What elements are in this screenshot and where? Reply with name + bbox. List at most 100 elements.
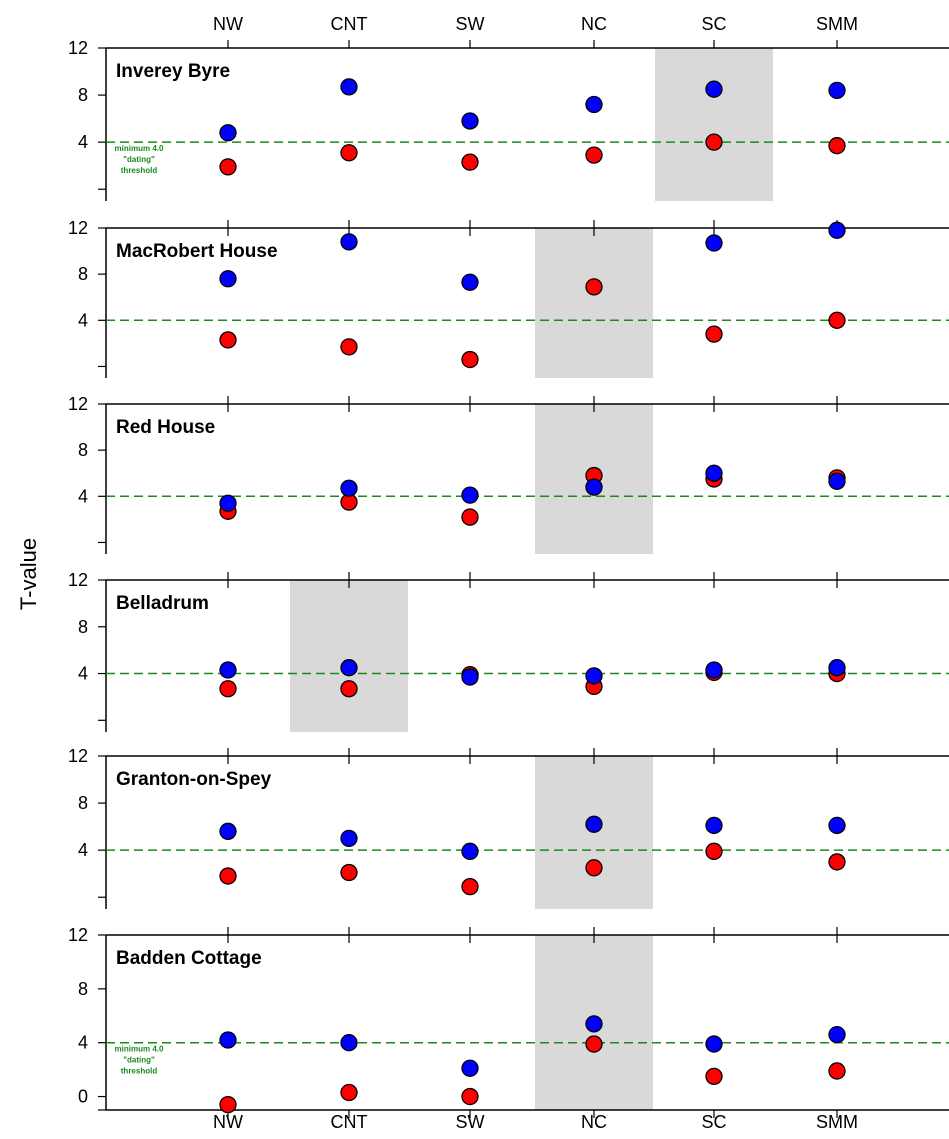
panel-title: MacRobert House — [116, 241, 278, 262]
red-point-nw — [219, 331, 237, 349]
blue-point-smm — [828, 1025, 846, 1044]
y-tick-label: 4 — [78, 310, 88, 330]
highlight-band — [655, 48, 773, 201]
panel-belladrum: 4 8 12 Belladrum — [68, 570, 949, 732]
red-point-smm — [828, 1062, 846, 1080]
panel-title: Granton-on-Spey — [116, 769, 272, 790]
panel-title: Inverey Byre — [116, 61, 230, 82]
blue-point-sw — [461, 668, 479, 686]
red-point-sc — [705, 325, 723, 343]
red-point-sw — [461, 350, 479, 369]
red-point-nw — [219, 158, 237, 176]
bottom-category-label-cnt: CNT — [331, 1112, 368, 1132]
red-point-smm — [828, 137, 846, 155]
y-tick-label: 8 — [78, 85, 88, 105]
bottom-category-label-nc: NC — [581, 1112, 607, 1132]
y-tick-label: 12 — [68, 925, 88, 945]
blue-point-cnt — [340, 659, 358, 677]
red-point-smm — [828, 853, 846, 871]
red-point-nc — [585, 146, 603, 164]
bottom-category-axis: NW CNT SW NC SC SMM — [213, 1112, 858, 1132]
y-tick-label: 4 — [78, 132, 88, 152]
red-point-nw — [219, 1095, 237, 1114]
y-tick-label: 4 — [78, 840, 88, 860]
red-point-nw — [219, 680, 237, 698]
y-tick-label: 4 — [78, 1033, 88, 1053]
blue-point-sw — [461, 486, 479, 504]
blue-point-smm — [828, 659, 846, 677]
blue-point-nc — [585, 95, 603, 114]
bottom-category-label-sc: SC — [701, 1112, 726, 1132]
blue-point-sw — [461, 1059, 479, 1077]
top-category-label-sc: SC — [701, 14, 726, 34]
blue-point-nw — [219, 124, 237, 142]
blue-point-sc — [705, 661, 723, 679]
blue-point-cnt — [340, 479, 358, 497]
highlight-band — [535, 228, 653, 378]
y-tick-label: 12 — [68, 394, 88, 414]
blue-point-nw — [219, 1031, 237, 1049]
bottom-category-label-smm: SMM — [816, 1112, 858, 1132]
y-tick-label: 8 — [78, 979, 88, 999]
panel-title: Red House — [116, 417, 215, 438]
top-category-label-sw: SW — [456, 14, 485, 34]
red-point-nc — [585, 1035, 603, 1053]
threshold-note-line-1: minimum 4.0 — [115, 1045, 164, 1054]
blue-point-nc — [585, 478, 603, 496]
red-point-cnt — [340, 338, 358, 356]
panel-badden-cottage: 0 4 8 12 minimum 4.0 "dating" threshold Badden … — [68, 925, 949, 1118]
top-category-label-smm: SMM — [816, 14, 858, 34]
panel-macrobert-house: 4 8 12 MacRobert House — [68, 218, 949, 378]
blue-point-sw — [461, 842, 479, 860]
blue-point-nc — [585, 667, 603, 685]
red-point-sc — [705, 1067, 723, 1085]
red-point-cnt — [340, 680, 358, 698]
red-point-nc — [585, 278, 603, 296]
y-tick-label: 12 — [68, 38, 88, 58]
y-tick-label: 8 — [78, 617, 88, 637]
red-point-nw — [219, 867, 237, 885]
panel-red-house: 4 8 12 Red House — [68, 394, 949, 554]
top-category-label-nc: NC — [581, 14, 607, 34]
panel-title: Badden Cottage — [116, 948, 262, 969]
blue-point-cnt — [340, 233, 358, 251]
blue-point-nc — [585, 1015, 603, 1033]
red-point-cnt — [340, 1083, 358, 1102]
blue-point-sw — [461, 273, 479, 291]
blue-point-smm — [828, 472, 846, 490]
y-tick-label: 8 — [78, 264, 88, 284]
highlight-band — [290, 580, 408, 732]
panel-inverey-byre: 4 8 12 minimum 4.0 "dating" threshold Inverey … — [68, 38, 949, 201]
chart-panels: 4 8 12 minimum 4.0 "dating" threshold Inverey … — [68, 38, 949, 1118]
bottom-category-label-sw: SW — [456, 1112, 485, 1132]
red-point-sw — [461, 153, 479, 171]
y-tick-label: 12 — [68, 570, 88, 590]
blue-point-smm — [828, 816, 846, 835]
blue-point-sw — [461, 112, 479, 130]
blue-point-cnt — [340, 78, 358, 96]
threshold-note-line-3: threshold — [121, 1067, 158, 1076]
red-point-sc — [705, 842, 723, 860]
y-tick-label: 8 — [78, 440, 88, 460]
y-tick-label: 4 — [78, 486, 88, 506]
blue-point-nw — [219, 270, 237, 288]
blue-point-smm — [828, 221, 846, 239]
panel-title: Belladrum — [116, 593, 209, 614]
threshold-note-line-2: "dating" — [123, 1056, 155, 1065]
red-point-smm — [828, 311, 846, 329]
red-point-sc — [705, 133, 723, 151]
y-axis-label: T-value — [16, 538, 41, 610]
blue-point-sc — [705, 1035, 723, 1053]
blue-point-nw — [219, 661, 237, 679]
blue-point-cnt — [340, 1034, 358, 1052]
blue-point-nw — [219, 494, 237, 512]
top-category-label-nw: NW — [213, 14, 243, 34]
y-tick-label: 4 — [78, 664, 88, 684]
y-tick-label: 0 — [78, 1087, 88, 1107]
bottom-category-label-nw: NW — [213, 1112, 243, 1132]
red-point-sw — [461, 877, 479, 896]
blue-point-cnt — [340, 829, 358, 848]
panel-granton-on-spey: 4 8 12 Granton-on-Spey — [68, 746, 949, 909]
threshold-note-line-3: threshold — [121, 166, 158, 175]
